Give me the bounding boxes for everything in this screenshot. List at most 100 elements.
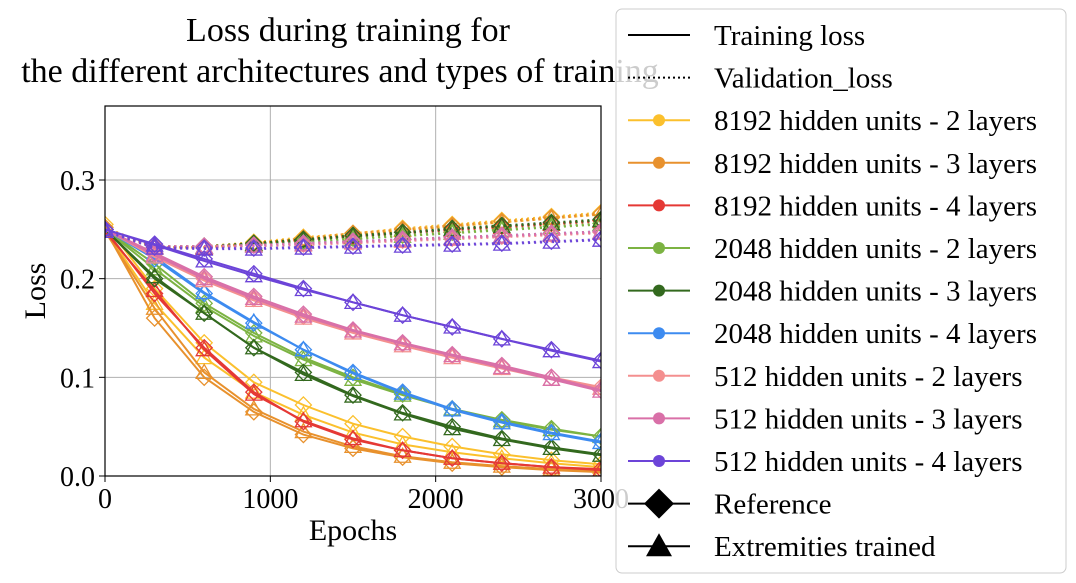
legend-label: 512 hidden units - 2 layers xyxy=(714,361,1022,393)
reference-marker xyxy=(145,235,164,254)
legend-label: 2048 hidden units - 2 layers xyxy=(714,233,1037,265)
reference-marker xyxy=(592,210,601,229)
reference-marker xyxy=(244,236,263,255)
extremities-marker xyxy=(244,239,263,256)
extremities-marker xyxy=(195,283,214,300)
extremities-marker xyxy=(343,364,363,381)
extremities-marker xyxy=(492,358,511,375)
reference-marker xyxy=(294,340,313,359)
reference-marker xyxy=(344,293,362,312)
legend-label: 8192 hidden units - 2 layers xyxy=(714,105,1037,137)
extremities-marker xyxy=(294,306,313,323)
reference-marker xyxy=(592,351,601,370)
legend-entry-0: Training loss xyxy=(628,20,865,52)
reference-marker xyxy=(443,229,462,248)
extremities-marker xyxy=(145,259,164,276)
reference-marker xyxy=(393,403,412,422)
reference-marker xyxy=(195,239,214,257)
extremities-marker xyxy=(294,238,313,255)
reference-marker xyxy=(393,383,412,402)
reference-marker xyxy=(244,234,263,253)
extremities-marker xyxy=(591,381,601,398)
reference-marker xyxy=(105,218,114,237)
legend-entry-7: 2048 hidden units - 4 layers xyxy=(628,318,1037,350)
extremities-marker xyxy=(393,236,412,253)
reference-marker xyxy=(294,279,313,298)
legend-label: 2048 hidden units - 4 layers xyxy=(714,318,1037,350)
reference-marker xyxy=(542,340,561,359)
extremities-marker xyxy=(244,399,263,416)
extremities-marker xyxy=(443,419,462,436)
training-loss-reference-line xyxy=(105,228,601,443)
reference-marker xyxy=(393,231,412,250)
reference-marker xyxy=(145,269,164,288)
extremities-marker xyxy=(294,365,313,382)
extremities-marker xyxy=(294,280,313,297)
reference-marker xyxy=(542,423,561,442)
extremities-marker xyxy=(492,217,511,234)
legend-label: Training loss xyxy=(714,20,865,52)
extremities-marker xyxy=(492,453,511,470)
extremities-marker xyxy=(393,446,412,463)
reference-marker xyxy=(344,226,362,245)
extremities-marker xyxy=(294,422,313,439)
extremities-marker xyxy=(492,430,511,447)
reference-marker xyxy=(542,214,561,233)
extremities-marker xyxy=(443,400,462,417)
training-loss-extremities-line xyxy=(105,228,601,457)
legend-label: 512 hidden units - 3 layers xyxy=(714,403,1022,435)
legend-entry-12: Extremities trained xyxy=(628,531,936,563)
y-axis-label: Loss xyxy=(19,263,52,320)
reference-marker xyxy=(344,321,362,339)
reference-marker xyxy=(592,460,601,476)
extremities-marker xyxy=(542,424,561,441)
reference-marker xyxy=(492,429,511,448)
reference-marker xyxy=(592,203,601,222)
extremities-marker xyxy=(542,457,561,474)
extremities-marker xyxy=(294,232,313,249)
extremities-marker xyxy=(145,281,164,298)
reference-marker xyxy=(244,373,263,392)
validation-loss-extremities-line xyxy=(105,230,601,251)
chart-title-line-2: the different architectures and types of… xyxy=(21,53,659,90)
extremities-marker xyxy=(591,378,601,395)
legend-label: Validation_loss xyxy=(714,63,893,95)
extremities-marker xyxy=(443,452,462,469)
legend-series-dot xyxy=(653,369,665,382)
reference-marker xyxy=(344,229,362,248)
reference-marker xyxy=(294,230,313,249)
chart-title-line-1: Loss during training for xyxy=(186,12,511,49)
extremities-marker xyxy=(343,226,363,243)
extremities-marker xyxy=(195,303,214,320)
legend-triangle-icon xyxy=(646,533,672,557)
legend-series-dot xyxy=(653,455,665,467)
extremities-marker xyxy=(443,346,462,363)
reference-marker xyxy=(244,314,263,332)
reference-marker xyxy=(443,228,462,247)
extremities-marker xyxy=(105,220,115,236)
extremities-marker xyxy=(393,334,412,351)
legend-label: 512 hidden units - 4 layers xyxy=(714,446,1022,478)
reference-marker xyxy=(393,230,412,249)
reference-marker xyxy=(592,223,601,242)
extremities-marker xyxy=(343,237,363,254)
legend-label: 8192 hidden units - 3 layers xyxy=(714,148,1037,180)
extremities-marker xyxy=(393,404,412,421)
extremities-marker xyxy=(393,441,412,457)
legend-entry-5: 2048 hidden units - 2 layers xyxy=(628,233,1037,265)
extremities-marker xyxy=(492,456,511,473)
reference-marker xyxy=(542,458,561,476)
reference-marker xyxy=(592,204,601,223)
legend-label: Extremities trained xyxy=(714,531,936,563)
legend-label: 8192 hidden units - 4 layers xyxy=(714,190,1037,222)
legend-entry-1: Validation_loss xyxy=(628,63,893,95)
extremities-marker xyxy=(492,234,511,251)
reference-marker xyxy=(344,237,362,256)
reference-marker xyxy=(592,381,601,400)
reference-marker xyxy=(542,438,561,457)
reference-marker xyxy=(492,226,511,245)
extremities-marker xyxy=(343,386,363,403)
extremities-marker xyxy=(591,433,601,450)
reference-marker xyxy=(393,306,412,325)
reference-marker xyxy=(592,432,601,451)
